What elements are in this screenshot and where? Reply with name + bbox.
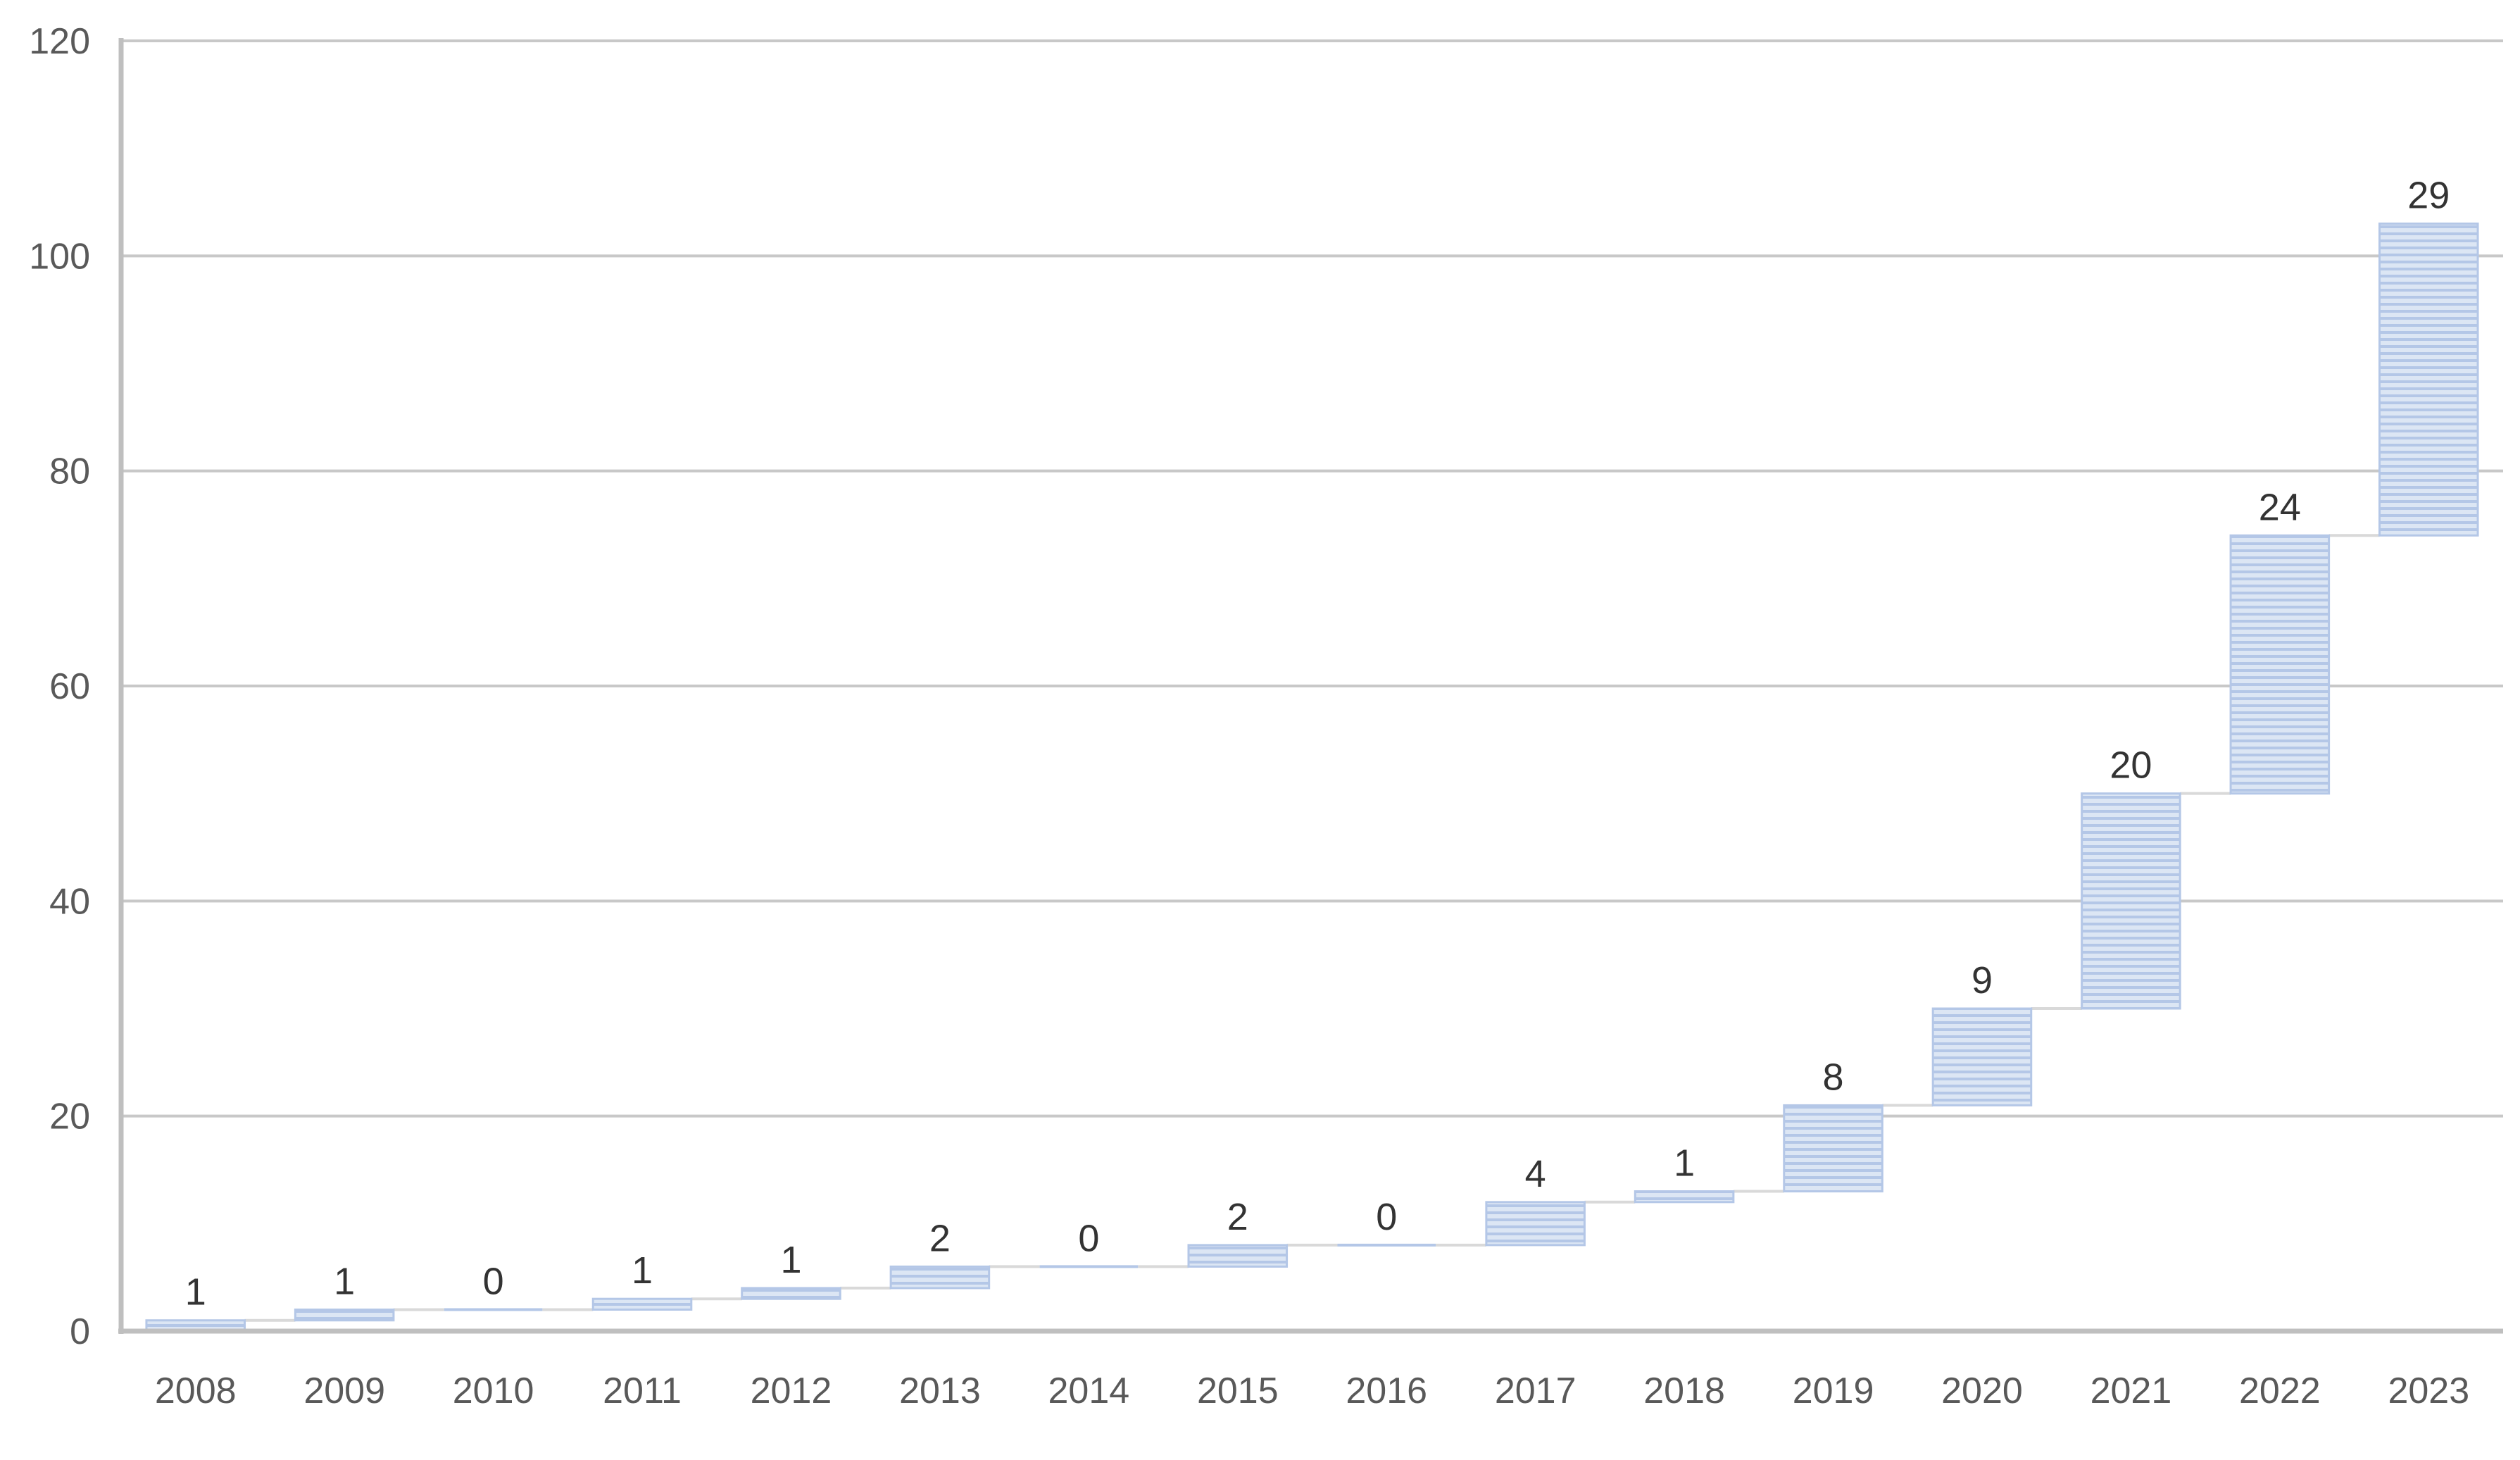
axes xyxy=(118,38,2503,1334)
x-tick-label: 2019 xyxy=(1793,1371,1874,1411)
bars xyxy=(145,223,2479,1333)
x-tick-label: 2008 xyxy=(155,1371,237,1411)
bar xyxy=(2081,792,2181,1010)
x-tick-label: 2020 xyxy=(1941,1371,2023,1411)
x-tick-label: 2015 xyxy=(1197,1371,1279,1411)
connector-lines xyxy=(244,534,2380,1322)
x-tick-label: 2018 xyxy=(1643,1371,1725,1411)
x-tick-label: 2021 xyxy=(2090,1371,2172,1411)
data-label: 1 xyxy=(1674,1142,1695,1185)
bar xyxy=(1634,1190,1735,1204)
y-tick-label: 0 xyxy=(70,1311,90,1352)
data-label: 2 xyxy=(929,1217,951,1259)
bar xyxy=(294,1308,395,1322)
data-label: 1 xyxy=(185,1271,206,1314)
data-label: 8 xyxy=(1823,1056,1844,1098)
data-label: 29 xyxy=(2407,175,2450,217)
x-tick-label: 2017 xyxy=(1495,1371,1576,1411)
y-tick-label: 40 xyxy=(49,881,90,922)
data-label: 1 xyxy=(334,1260,355,1302)
data-label: 20 xyxy=(2110,744,2152,787)
bar xyxy=(444,1308,543,1311)
x-tick-label: 2009 xyxy=(303,1371,385,1411)
bar xyxy=(741,1287,841,1300)
data-label: 1 xyxy=(632,1249,653,1292)
x-tick-label: 2013 xyxy=(899,1371,981,1411)
y-tick-label: 20 xyxy=(49,1097,90,1137)
data-label: 24 xyxy=(2259,486,2301,528)
data-label: 9 xyxy=(1972,959,1993,1002)
bar xyxy=(1337,1243,1436,1247)
data-label: 0 xyxy=(1078,1217,1099,1259)
x-tick-label: 2016 xyxy=(1346,1371,1427,1411)
bar xyxy=(2378,223,2479,537)
data-label: 0 xyxy=(1376,1196,1397,1238)
data-label: 2 xyxy=(1227,1196,1248,1238)
data-label: 4 xyxy=(1525,1153,1546,1195)
y-tick-label: 100 xyxy=(29,236,90,277)
data-label: 1 xyxy=(780,1239,801,1281)
x-tick-label: 2022 xyxy=(2239,1371,2321,1411)
x-tick-label: 2012 xyxy=(751,1371,832,1411)
bar xyxy=(889,1265,991,1290)
bar xyxy=(1485,1201,1586,1247)
bar xyxy=(1931,1007,2033,1106)
x-tick-label: 2011 xyxy=(603,1371,682,1411)
y-tick-label: 60 xyxy=(49,666,90,707)
y-axis-tick-labels: 0 20 40 60 80 100 120 xyxy=(29,21,90,1352)
x-tick-label: 2014 xyxy=(1048,1371,1130,1411)
bar xyxy=(591,1297,693,1311)
gridlines xyxy=(121,39,2503,1118)
y-tick-label: 80 xyxy=(49,451,90,492)
data-label: 0 xyxy=(483,1260,504,1302)
bar xyxy=(1039,1265,1139,1268)
x-tick-label: 2010 xyxy=(453,1371,534,1411)
x-axis-tick-labels: 2008 2009 2010 2011 2012 2013 2014 2015 2016 2017… xyxy=(155,1371,2469,1411)
x-tick-label: 2023 xyxy=(2388,1371,2469,1411)
y-tick-label: 120 xyxy=(29,21,90,62)
bar xyxy=(2229,534,2331,795)
bar xyxy=(1783,1104,1883,1193)
bar xyxy=(1187,1244,1289,1268)
